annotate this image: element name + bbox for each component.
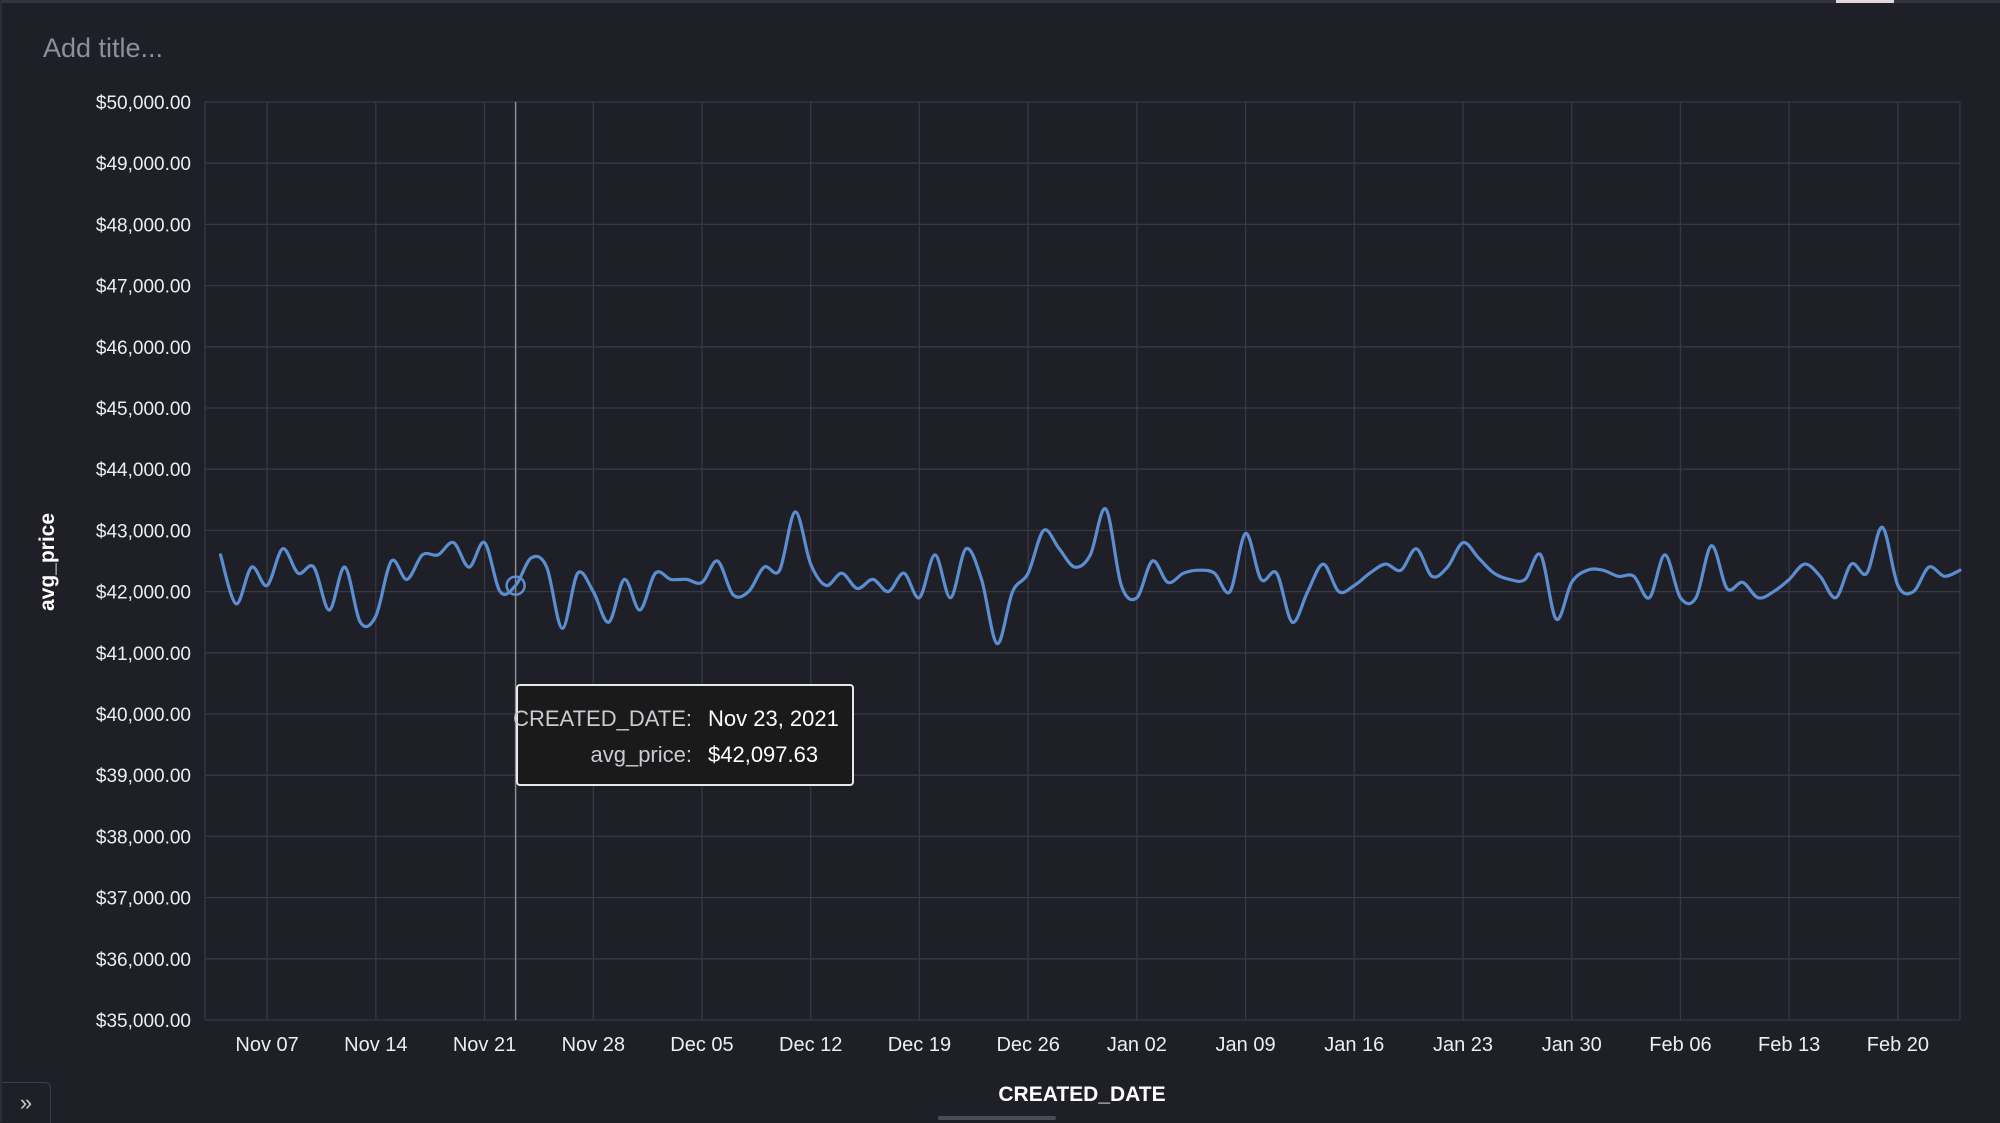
chart-grid bbox=[204, 101, 1961, 1021]
y-tick-label: $44,000.00 bbox=[96, 460, 191, 481]
tooltip-price-value: $42,097.63 bbox=[708, 742, 819, 767]
panel-top-border bbox=[0, 0, 2000, 3]
tooltip-row-price: avg_price: $42,097.63 bbox=[518, 742, 852, 772]
x-tick-label: Nov 14 bbox=[344, 1034, 407, 1056]
y-tick-label: $39,000.00 bbox=[96, 766, 191, 787]
y-tick-label: $41,000.00 bbox=[96, 644, 191, 665]
x-tick-label: Jan 30 bbox=[1542, 1034, 1602, 1056]
x-tick-label: Dec 26 bbox=[996, 1034, 1059, 1056]
x-axis-title: CREATED_DATE bbox=[998, 1083, 1165, 1106]
expand-panel-button[interactable]: » bbox=[2, 1082, 51, 1123]
tooltip-row-date: CREATED_DATE: Nov 23, 2021 bbox=[513, 706, 852, 736]
chevrons-right-icon: » bbox=[19, 1090, 33, 1115]
y-tick-label: $46,000.00 bbox=[96, 338, 191, 359]
active-tab-indicator bbox=[1836, 0, 1894, 3]
x-tick-label: Jan 09 bbox=[1216, 1034, 1276, 1056]
y-tick-label: $49,000.00 bbox=[96, 154, 191, 175]
x-tick-label: Feb 06 bbox=[1649, 1034, 1711, 1056]
chart-title-input[interactable] bbox=[38, 20, 748, 76]
x-tick-label: Jan 16 bbox=[1324, 1034, 1384, 1056]
y-tick-label: $48,000.00 bbox=[96, 215, 191, 236]
tooltip-price-label: avg_price: bbox=[590, 742, 692, 767]
x-tick-label: Nov 07 bbox=[235, 1034, 298, 1056]
series-line-avg-price[interactable] bbox=[218, 507, 1962, 646]
data-tooltip: CREATED_DATE: Nov 23, 2021 avg_price: $4… bbox=[513, 684, 854, 786]
x-tick-label: Dec 12 bbox=[779, 1034, 842, 1056]
y-tick-label: $40,000.00 bbox=[96, 705, 191, 726]
x-tick-label: Feb 20 bbox=[1867, 1034, 1929, 1056]
resize-handle[interactable] bbox=[938, 1116, 1056, 1120]
y-axis-ticks: $35,000.00 $36,000.00 $37,000.00 $38,000.00… bbox=[96, 93, 191, 1032]
y-tick-label: $36,000.00 bbox=[96, 950, 191, 971]
y-tick-label: $38,000.00 bbox=[96, 827, 191, 848]
x-tick-label: Nov 21 bbox=[453, 1034, 516, 1056]
x-axis-ticks: Nov 07 Nov 14 Nov 21 Nov 28 Dec 05 Dec 12 Dec … bbox=[235, 1034, 1929, 1056]
x-tick-label: Nov 28 bbox=[562, 1034, 625, 1056]
y-tick-label: $43,000.00 bbox=[96, 521, 191, 542]
tooltip-date-value: Nov 23, 2021 bbox=[708, 706, 839, 731]
x-tick-label: Jan 02 bbox=[1107, 1034, 1167, 1056]
x-tick-label: Dec 05 bbox=[670, 1034, 733, 1056]
y-tick-label: $45,000.00 bbox=[96, 399, 191, 420]
y-tick-label: $37,000.00 bbox=[96, 889, 191, 910]
x-tick-label: Jan 23 bbox=[1433, 1034, 1493, 1056]
x-tick-label: Feb 13 bbox=[1758, 1034, 1820, 1056]
x-tick-label: Dec 19 bbox=[888, 1034, 951, 1056]
y-tick-label: $35,000.00 bbox=[96, 1011, 191, 1032]
y-tick-label: $50,000.00 bbox=[96, 93, 191, 114]
panel-left-border bbox=[0, 0, 2, 1122]
y-axis-title: avg_price bbox=[36, 513, 59, 611]
y-tick-label: $47,000.00 bbox=[96, 277, 191, 298]
tooltip-date-label: CREATED_DATE: bbox=[513, 706, 692, 731]
hover-point[interactable] bbox=[505, 575, 526, 596]
y-tick-label: $42,000.00 bbox=[96, 583, 191, 604]
